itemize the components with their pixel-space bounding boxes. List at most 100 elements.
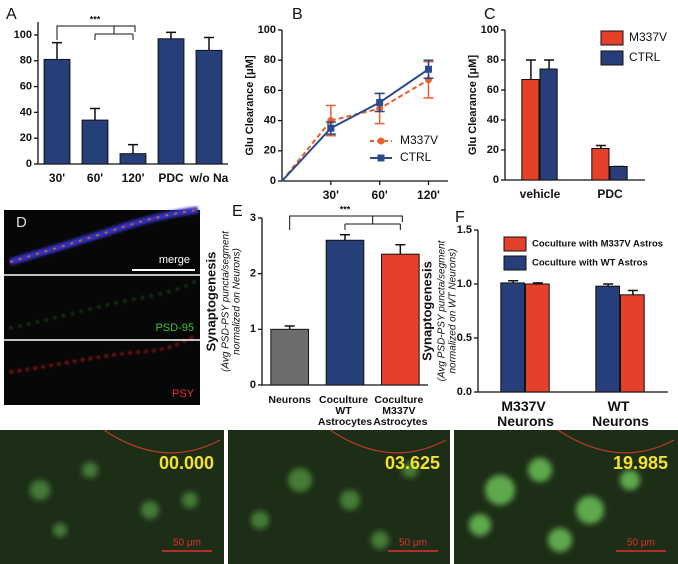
cell-blob (528, 458, 552, 482)
x-tick-label: PDC (158, 171, 184, 185)
scale-bar-label: 50 μm (173, 538, 201, 549)
panel-d: D merge PSD-95 PSY (4, 206, 200, 405)
x-tick-label: 60' (87, 171, 103, 185)
error-bar (340, 233, 350, 241)
legend-swatch (503, 255, 527, 271)
legend-label: CTRL (629, 50, 661, 64)
y-tick-label: 1.5 (457, 224, 472, 236)
boundary-arc (103, 429, 221, 454)
image-label: merge (159, 254, 190, 266)
bar (591, 148, 610, 181)
bar (119, 153, 147, 165)
scale-bar-label: 50 μm (399, 538, 427, 549)
y-tick-label: 60 (264, 84, 276, 96)
error-bar (525, 59, 536, 80)
error-bar (284, 325, 295, 330)
y-axis-sublabel: normalized on WT Neurons) (448, 248, 459, 373)
panel-letter: F (455, 209, 465, 226)
x-tick-label: 60' (372, 188, 388, 202)
bar (195, 49, 223, 165)
y-tick-label: 0 (26, 158, 32, 170)
cell-blob (469, 514, 491, 536)
timestamp: 19.985 (613, 453, 668, 473)
error-bar (627, 289, 638, 295)
cell-blob (485, 475, 515, 505)
bar (595, 285, 620, 393)
y-tick-label: 3 (250, 212, 256, 224)
bar (43, 58, 71, 165)
cell-blob (548, 528, 572, 552)
y-axis-label: Synaptogenesis (419, 261, 434, 361)
legend-label: M337V (400, 133, 438, 147)
x-tick-label: vehicle (520, 187, 561, 201)
micrograph (228, 430, 450, 564)
cell-blob (340, 490, 360, 510)
significance-bracket (56, 25, 136, 40)
y-tick-label: 40 (487, 114, 499, 126)
y-tick-label: 80 (487, 54, 499, 66)
y-axis-sublabel: normalized on Neurons) (232, 248, 243, 355)
bar (539, 68, 558, 181)
error-bar (52, 41, 62, 60)
x-tick-label: 120' (122, 171, 145, 185)
y-tick-label: 20 (264, 145, 276, 157)
x-tick-label: Neurons (268, 394, 311, 406)
cell-blob (371, 531, 389, 549)
x-tick-label: w/o Na (189, 171, 229, 185)
y-tick-label: 40 (264, 115, 276, 127)
y-tick-label: 80 (264, 54, 276, 66)
bar (157, 38, 185, 165)
y-tick-label: 60 (20, 80, 32, 92)
significance-label: *** (340, 204, 351, 214)
marker (327, 124, 335, 132)
y-axis-label: Synaptogenesis (203, 252, 218, 352)
cell-blob (82, 462, 98, 478)
cell-blob (53, 523, 67, 537)
y-tick-label: 1 (250, 323, 256, 335)
y-tick-label: 0 (250, 379, 256, 391)
y-tick-label: 100 (14, 29, 32, 41)
bar (620, 294, 645, 393)
panel-letter: A (6, 6, 17, 23)
legend-swatch (600, 50, 624, 66)
x-tick-label: 120' (417, 188, 440, 202)
legend-marker (377, 137, 385, 145)
y-tick-label: 2 (250, 268, 256, 280)
bar (500, 282, 525, 393)
marker (376, 98, 384, 106)
y-tick-label: 0.5 (457, 332, 472, 344)
y-tick-label: 1.0 (457, 278, 472, 290)
y-tick-label: 100 (258, 24, 276, 36)
boundary-arc (557, 429, 675, 454)
bar (381, 253, 420, 386)
legend-marker (377, 154, 385, 162)
x-tick-label: 30' (49, 171, 65, 185)
cell-blob (402, 462, 418, 478)
error-bar (128, 143, 138, 154)
x-tick-label: M337V Neurons (497, 398, 554, 429)
cell-blob (251, 511, 269, 529)
marker (424, 65, 432, 73)
x-tick-label: WT Neurons (592, 398, 649, 429)
legend-label: Coculture with M337V Astros (532, 239, 663, 250)
y-axis-label: Glu Clearance [μM] (467, 55, 479, 156)
cell-blob (30, 480, 50, 500)
legend-swatch (503, 236, 527, 252)
panel-letter: E (232, 203, 243, 220)
error-bar (204, 36, 214, 51)
y-tick-label: 80 (20, 55, 32, 67)
legend-swatch (600, 30, 624, 46)
timestamp: 03.625 (385, 453, 440, 473)
panel-letter: C (484, 6, 496, 23)
cell-blob (141, 501, 159, 519)
cell-blob (288, 468, 312, 492)
origin-segment (281, 127, 332, 182)
y-axis-sublabel: (Avg PSD-PSY puncta/segment (437, 239, 448, 381)
error-bar (395, 243, 406, 255)
bar (525, 283, 550, 393)
y-tick-label: 20 (487, 144, 499, 156)
x-tick-label: Coculture M337V Astrocytes (373, 394, 427, 428)
y-tick-label: 60 (487, 84, 499, 96)
cell-blob (576, 496, 604, 524)
